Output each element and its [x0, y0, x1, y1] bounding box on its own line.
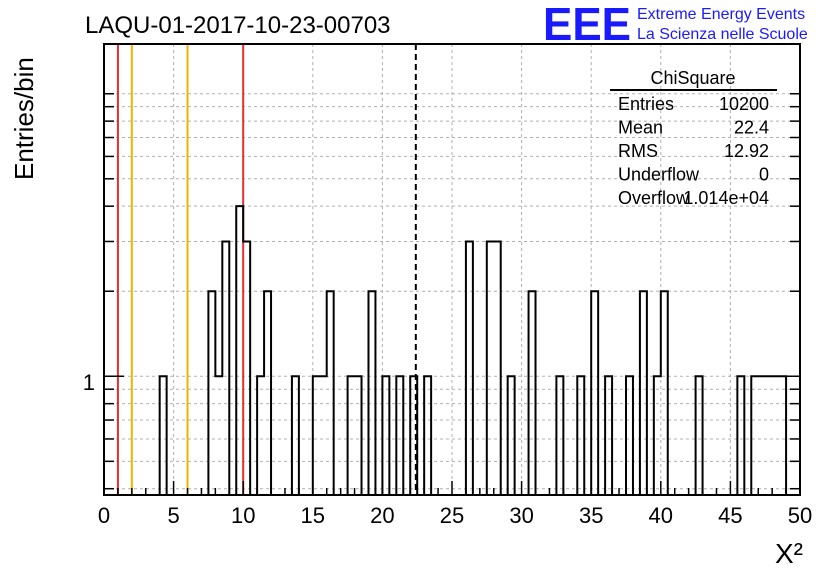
x-axis-label: X²: [775, 538, 803, 569]
x-tick-label: 30: [509, 503, 533, 528]
stats-label: RMS: [618, 141, 658, 161]
x-tick-label: 45: [718, 503, 742, 528]
x-tick-label: 40: [649, 503, 673, 528]
eee-logo-mark: EEE: [543, 0, 631, 50]
reference-lines: [116, 44, 417, 495]
eee-logo-line2: La Scienza nelle Scuole: [637, 26, 808, 43]
x-tick-label: 15: [301, 503, 325, 528]
stats-label: Underflow: [618, 165, 700, 185]
stats-label: Overflow: [618, 188, 690, 208]
stats-value: 10200: [719, 94, 769, 114]
stats-label: Entries: [618, 94, 674, 114]
chart-title: LAQU-01-2017-10-23-00703: [85, 12, 391, 39]
y-tick-label: 1: [83, 370, 95, 395]
x-tick-label: 10: [231, 503, 255, 528]
x-tick-label: 25: [440, 503, 464, 528]
plot-frame: [103, 43, 801, 496]
grid-lines: [104, 44, 800, 495]
stats-value: 0: [759, 165, 769, 185]
x-tick-labels: 0 5 10 15 20 25 30 35 40 45 50: [98, 503, 812, 528]
x-tick-label: 20: [370, 503, 394, 528]
eee-logo: EEE Extreme Energy Events La Scienza nel…: [543, 0, 808, 50]
stats-label: Mean: [618, 118, 663, 138]
x-tick-label: 0: [98, 503, 110, 528]
x-tick-label: 35: [579, 503, 603, 528]
stats-title: ChiSquare: [650, 68, 735, 88]
stats-value: 12.92: [724, 141, 769, 161]
x-tick-label: 50: [788, 503, 812, 528]
stats-value: 1.014e+04: [683, 188, 769, 208]
y-axis-label: Entries/bin: [9, 57, 39, 180]
stats-rows: Entries 10200 Mean 22.4 RMS 12.92 Underflow 0 Ov…: [618, 94, 769, 208]
stats-box: ChiSquare Entries 10200 Mean 22.4 RMS 12.92 Un…: [610, 68, 777, 208]
eee-logo-line1: Extreme Energy Events: [637, 6, 805, 23]
stats-value: 22.4: [734, 118, 769, 138]
x-tick-label: 5: [167, 503, 179, 528]
